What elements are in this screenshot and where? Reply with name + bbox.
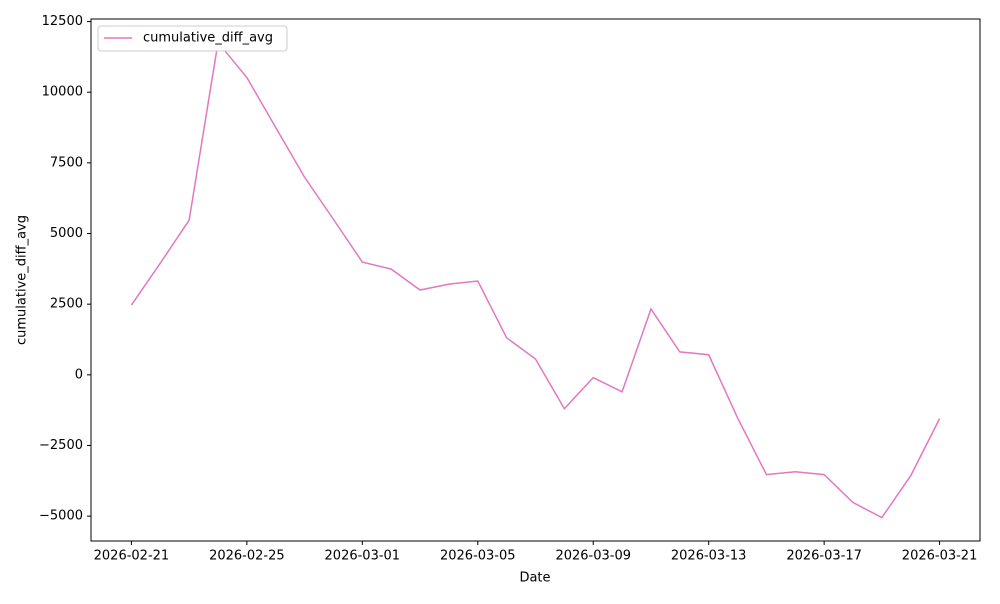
legend-label: cumulative_diff_avg bbox=[143, 31, 273, 46]
x-axis-label: Date bbox=[519, 571, 550, 586]
y-tick-label: 0 bbox=[75, 367, 83, 382]
x-tick-label: 2026-02-21 bbox=[94, 549, 170, 564]
x-tick-label: 2026-03-13 bbox=[671, 549, 747, 564]
x-tick-label: 2026-03-09 bbox=[555, 549, 631, 564]
y-tick-label: 7500 bbox=[50, 155, 83, 170]
y-axis-label: cumulative_diff_avg bbox=[15, 215, 30, 345]
y-tick-label: 12500 bbox=[42, 14, 83, 29]
x-tick-label: 2026-03-17 bbox=[786, 549, 862, 564]
y-tick-label: 5000 bbox=[50, 226, 83, 241]
data-line bbox=[130, 40, 941, 519]
plot-frame bbox=[90, 18, 981, 542]
x-tick-label: 2026-02-25 bbox=[209, 549, 285, 564]
x-tick-label: 2026-03-05 bbox=[440, 549, 516, 564]
y-tick-label: −5000 bbox=[39, 509, 83, 524]
x-tick-label: 2026-03-01 bbox=[325, 549, 401, 564]
y-tick-label: −2500 bbox=[39, 438, 83, 453]
y-tick-label: 2500 bbox=[50, 297, 83, 312]
legend-box bbox=[97, 25, 288, 52]
y-tick-label: 10000 bbox=[42, 85, 83, 100]
x-tick-label: 2026-03-21 bbox=[902, 549, 978, 564]
